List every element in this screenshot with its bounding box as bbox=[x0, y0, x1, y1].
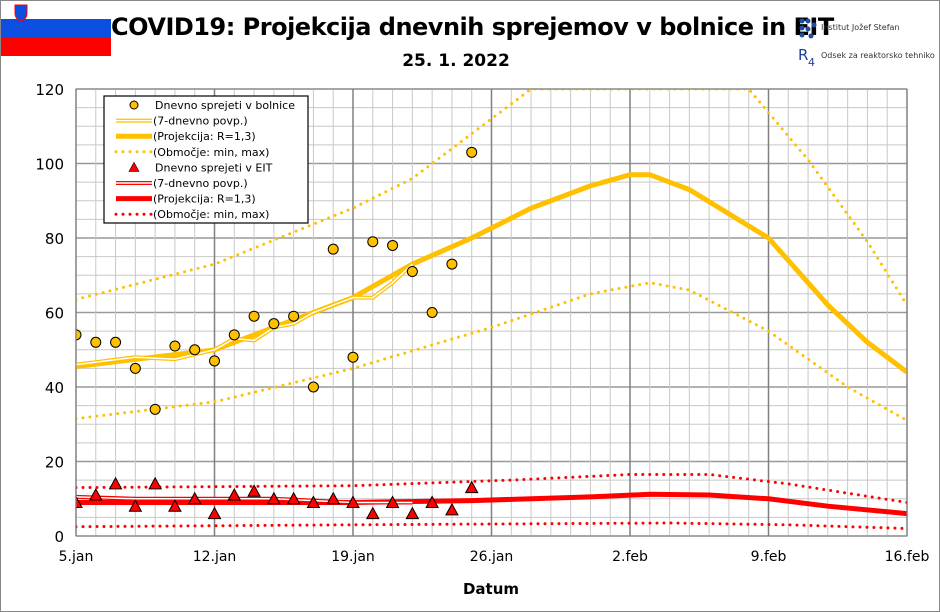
hospital-point bbox=[209, 355, 220, 367]
ijs-logo-text: Institut Jožef Stefan bbox=[821, 23, 900, 32]
y-tick-label: 40 bbox=[45, 379, 64, 397]
ijs-logo: Institut Jožef Stefan bbox=[797, 17, 937, 39]
y-tick-label: 20 bbox=[45, 454, 64, 472]
legend-label: (7-dnevno povp.) bbox=[153, 115, 248, 128]
icu-point bbox=[227, 487, 242, 501]
hospital-point bbox=[466, 146, 478, 158]
hospital-point bbox=[90, 336, 102, 348]
hospital-point bbox=[149, 403, 161, 415]
x-tick-label: 16.feb bbox=[885, 549, 930, 565]
hospital-point bbox=[169, 340, 181, 352]
icu-point bbox=[464, 480, 479, 494]
hospital-point bbox=[387, 239, 399, 251]
legend-label: (7-dnevno povp.) bbox=[153, 177, 248, 190]
y-tick-label: 100 bbox=[35, 156, 64, 174]
y-tick-label: 80 bbox=[45, 230, 64, 248]
hospital-point bbox=[347, 351, 359, 363]
legend: Dnevno sprejeti v bolnice (7-dnevno povp.… bbox=[103, 95, 309, 224]
icu-point bbox=[346, 495, 360, 508]
plot-border bbox=[75, 88, 908, 537]
hospital-point bbox=[228, 329, 240, 341]
hospital-projection-line bbox=[76, 172, 907, 375]
icu-min-line bbox=[76, 521, 907, 530]
icu-point bbox=[445, 502, 459, 516]
hospital-point bbox=[307, 381, 319, 393]
icu-point bbox=[108, 476, 123, 490]
icu-point bbox=[385, 495, 400, 508]
hospital-avg7-line-inner bbox=[76, 263, 413, 366]
icu-point bbox=[187, 491, 202, 505]
slovenia-flag-icon bbox=[1, 1, 111, 56]
legend-marker-triangle-icon bbox=[128, 161, 140, 172]
icu-point bbox=[425, 495, 439, 508]
x-axis-label: Datum bbox=[463, 580, 519, 598]
hospital-point bbox=[426, 307, 438, 318]
y-tick-label: 60 bbox=[45, 305, 64, 323]
legend-label: Dnevno sprejeti v EIT bbox=[155, 161, 273, 174]
hospital-max-line bbox=[76, 89, 907, 307]
icu-point bbox=[76, 495, 83, 508]
x-tick-label: 26.jan bbox=[470, 549, 514, 565]
hospital-point bbox=[406, 266, 418, 278]
legend-label: Dnevno sprejeti v bolnice bbox=[155, 99, 295, 112]
icu-point bbox=[247, 484, 261, 497]
hospital-point bbox=[129, 362, 141, 374]
hospital-point bbox=[248, 310, 260, 322]
icu-point bbox=[286, 491, 301, 505]
legend-label: (Projekcija: R=1,3) bbox=[153, 130, 256, 143]
icu-point bbox=[267, 491, 281, 505]
legend-label: (Območje: min, max) bbox=[153, 146, 269, 159]
hospital-point bbox=[76, 329, 82, 341]
icu-point bbox=[326, 491, 341, 505]
legend-label: (Območje: min, max) bbox=[153, 208, 269, 221]
icu-point bbox=[207, 506, 222, 520]
icu-point bbox=[88, 487, 103, 501]
legend-marker-circle-icon bbox=[129, 100, 139, 110]
x-tick-label: 12.jan bbox=[193, 549, 237, 565]
y-tick-label: 0 bbox=[54, 528, 64, 546]
x-tick-label: 9.feb bbox=[751, 549, 787, 565]
hospital-point bbox=[268, 318, 280, 330]
hospital-point bbox=[367, 236, 379, 248]
x-tick-label: 5.jan bbox=[59, 549, 94, 565]
legend-box bbox=[103, 95, 309, 224]
icu-point bbox=[168, 499, 182, 512]
hospital-point bbox=[327, 243, 339, 255]
icu-point bbox=[365, 506, 380, 520]
icu-avg7-line-inner bbox=[76, 496, 413, 504]
svg-text:R: R bbox=[798, 46, 808, 64]
chart-title: COVID19: Projekcija dnevnih sprejemov v … bbox=[111, 13, 834, 41]
svg-text:4: 4 bbox=[808, 56, 815, 67]
icu-point bbox=[148, 476, 162, 490]
hospital-point bbox=[446, 258, 458, 270]
ijs-dots-icon bbox=[799, 18, 817, 39]
hospital-point bbox=[189, 344, 201, 356]
icu-point bbox=[128, 499, 143, 512]
hospital-point bbox=[288, 310, 300, 322]
legend-label: (Projekcija: R=1,3) bbox=[153, 193, 256, 206]
hospital-point bbox=[110, 336, 122, 348]
x-tick-label: 19.jan bbox=[331, 549, 375, 565]
y-tick-label: 120 bbox=[35, 81, 64, 99]
icu-point bbox=[405, 506, 420, 520]
r4-logo-text: Odsek za reaktorsko tehniko bbox=[821, 51, 935, 60]
icu-point bbox=[306, 495, 321, 508]
chart-date: 25. 1. 2022 bbox=[402, 51, 510, 71]
icu-max-line bbox=[76, 473, 907, 504]
x-tick-label: 2.feb bbox=[612, 549, 648, 565]
hospital-min-line bbox=[76, 281, 907, 422]
